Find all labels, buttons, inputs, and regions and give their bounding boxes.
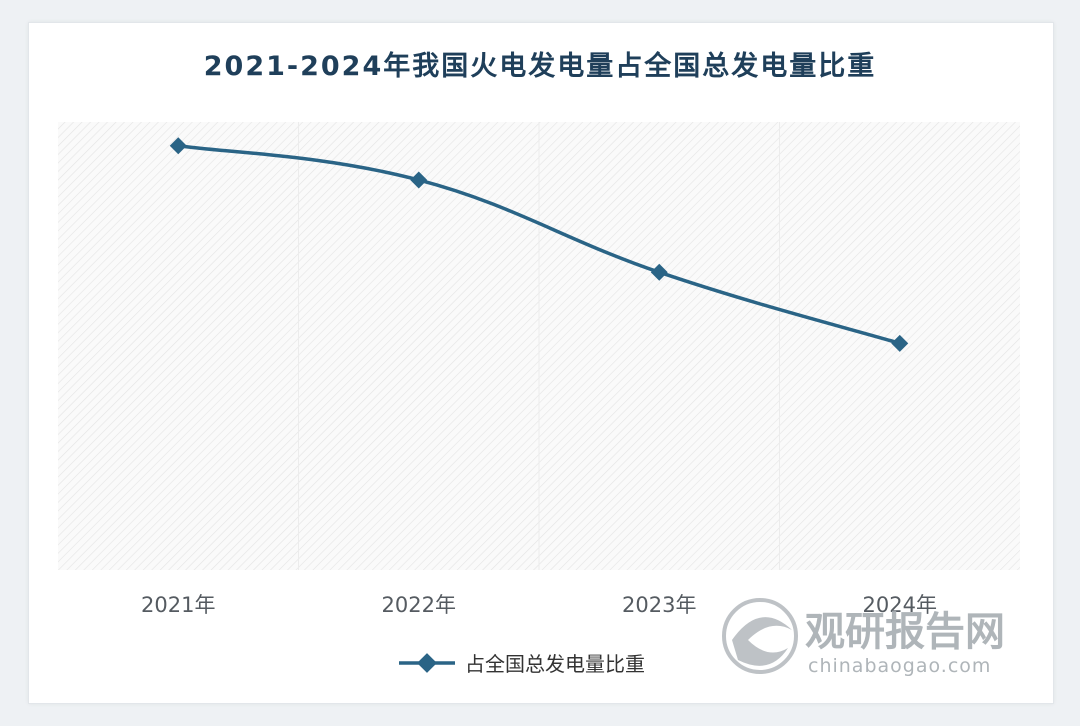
legend-marker-icon bbox=[417, 653, 437, 673]
data-point-4 bbox=[891, 334, 909, 352]
watermark-name: 观研报告网 bbox=[805, 609, 1005, 655]
series-line bbox=[176, 143, 902, 346]
category-separators bbox=[298, 122, 780, 570]
legend-label: 占全国总发电量比重 bbox=[465, 652, 645, 676]
x-tick-label: 2021年 bbox=[141, 593, 215, 617]
watermark-url: chinabaogao.com bbox=[808, 655, 991, 677]
x-tick-label: 2022年 bbox=[382, 593, 456, 617]
legend: 占全国总发电量比重 bbox=[399, 652, 645, 676]
data-point-3 bbox=[650, 263, 668, 281]
x-axis-ticks: 2021年 2022年 2023年 2024年 bbox=[141, 593, 937, 617]
x-tick-label: 2023年 bbox=[622, 593, 696, 617]
swirl-logo-icon bbox=[722, 598, 798, 674]
series-markers bbox=[169, 137, 909, 352]
watermark: 观研报告网 chinabaogao.com bbox=[722, 598, 1005, 677]
x-tick-label: 2024年 bbox=[863, 593, 937, 617]
data-point-2 bbox=[410, 171, 428, 189]
chart-title: 2021-2024年我国火电发电量占全国总发电量比重 bbox=[203, 51, 877, 82]
data-point-1 bbox=[169, 137, 187, 155]
